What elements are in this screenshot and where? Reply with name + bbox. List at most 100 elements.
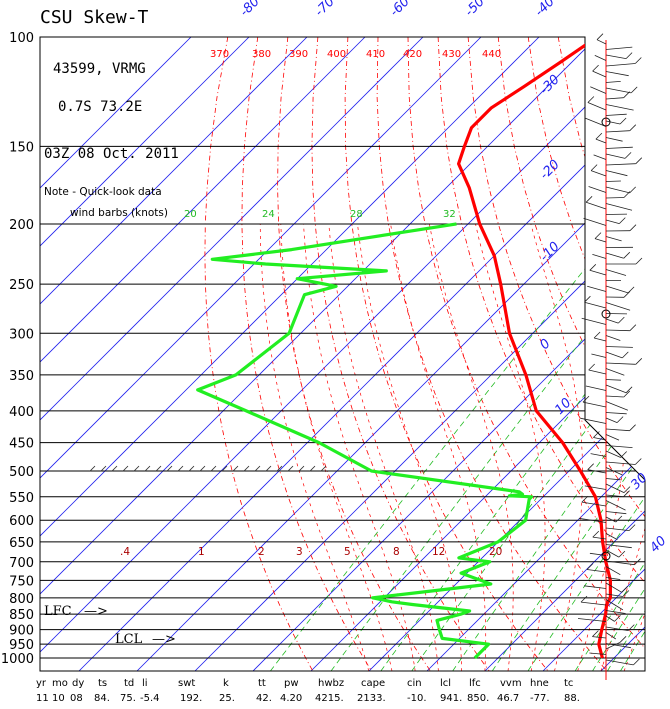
dry-adiabat-line	[407, 37, 645, 671]
wet-bulb-label: .4	[120, 546, 130, 558]
wind-barb	[605, 71, 629, 77]
wind-barb	[605, 87, 632, 94]
index-header: lfc	[469, 678, 481, 689]
index-header: yr	[36, 678, 47, 689]
index-value: 941.	[440, 693, 462, 704]
wind-barb	[581, 501, 607, 507]
moist-adiabat-line	[357, 223, 462, 671]
pressure-tick-label: 350	[9, 369, 34, 384]
pressure-tick-label: 900	[9, 624, 34, 639]
wet-bulb-label: 20	[489, 546, 502, 558]
pressure-tick-label: 150	[9, 140, 34, 155]
wind-barb	[605, 170, 628, 177]
pressure-tick-label: 850	[9, 608, 34, 623]
wind-barb-feather	[595, 132, 603, 140]
mixing-ratio-label: 28	[350, 209, 363, 220]
index-value: 10	[52, 693, 65, 704]
dash-mark	[177, 465, 184, 472]
index-value: 4215.	[315, 693, 344, 704]
wind-barb-feather	[589, 264, 597, 271]
wind-barb-feather	[633, 658, 640, 666]
dash-mark	[133, 465, 140, 472]
dash-mark	[100, 465, 107, 472]
wet-bulb-label: 12	[432, 546, 445, 558]
mixing-ratio-label: 20	[184, 209, 197, 220]
dash-mark	[298, 465, 305, 472]
wind-barb	[605, 137, 623, 142]
wind-barb	[580, 417, 607, 424]
index-value: 11	[36, 693, 49, 704]
wind-barb	[605, 533, 618, 540]
calm-wind-circle	[601, 117, 611, 127]
wind-barb	[605, 351, 623, 359]
mixing-ratio-label: 32	[443, 209, 456, 220]
wind-barb	[605, 54, 627, 59]
dry-adiabat-label: 380	[252, 49, 271, 60]
dash-mark	[89, 465, 96, 472]
wind-barb	[580, 601, 607, 606]
wind-barb-feather	[614, 615, 621, 622]
wet-bulb-label: 8	[393, 546, 400, 558]
wind-barb	[605, 113, 627, 116]
dash-mark	[122, 465, 129, 472]
moist-adiabat-line	[259, 223, 370, 671]
dash-mark	[232, 465, 239, 472]
pressure-tick-label: 200	[9, 218, 34, 233]
wind-barb	[605, 516, 617, 523]
wind-barb	[605, 335, 621, 341]
wind-barb	[588, 369, 607, 375]
index-value: 192.	[180, 693, 202, 704]
wind-barb-feather	[625, 386, 633, 394]
dry-adiabat-labels: 370 380 390 400 410 420 430 440	[210, 49, 501, 60]
wind-barb	[605, 461, 636, 465]
wind-barb-feather	[587, 463, 594, 470]
dry-adiabat-line	[587, 37, 645, 671]
wind-barb	[605, 180, 621, 182]
dash-mark	[166, 465, 173, 472]
pressure-tick-label: 600	[9, 514, 34, 529]
dash-mark	[309, 465, 316, 472]
index-value: 2133.	[357, 693, 386, 704]
lfc-marker-arrow: —>	[84, 604, 108, 619]
isotherm-line	[455, 37, 645, 671]
moist-adiabat-line	[475, 223, 546, 671]
wind-barb	[581, 317, 607, 325]
pressure-tick-label: 100	[9, 31, 34, 46]
isotherm-line	[165, 37, 645, 671]
note-line-1: Note - Quick-look data	[44, 186, 162, 198]
index-header: cin	[407, 678, 422, 689]
index-header: lcl	[440, 678, 451, 689]
wind-barb	[605, 384, 627, 394]
wind-barb-feather	[593, 431, 600, 438]
isotherm-line	[40, 37, 209, 671]
wind-barb	[605, 599, 624, 611]
wind-barb-feather	[584, 295, 591, 303]
wind-barb	[587, 469, 607, 474]
index-value: 84.	[94, 693, 110, 704]
pressure-tick-label: 400	[9, 405, 34, 420]
wind-barb-feather	[619, 217, 626, 224]
isotherm-label: -50	[462, 0, 488, 20]
isotherm-line	[40, 37, 325, 671]
wet-bulb-label: 5	[344, 546, 351, 558]
dash-mark	[111, 465, 118, 472]
isotherm-label: -60	[387, 0, 413, 20]
dry-adiabat-line	[277, 37, 431, 671]
wet-bulb-label: 2	[258, 546, 265, 558]
wind-barb	[605, 494, 624, 498]
wind-barb-feather	[619, 636, 627, 643]
mixing-ratio-line	[606, 223, 645, 671]
wind-barb	[605, 104, 634, 111]
note-line-2: wind barbs (knots)	[70, 207, 168, 219]
wind-barb	[583, 217, 607, 226]
wind-barb	[605, 626, 629, 631]
wind-barb-feather	[616, 416, 624, 423]
wind-barb-feather	[618, 550, 626, 558]
wind-barb	[605, 269, 627, 276]
wind-barb-feather	[635, 57, 642, 64]
station-location: 0.7S 73.2E	[58, 99, 142, 115]
pressure-tick-label: 750	[9, 574, 34, 589]
wind-barb	[605, 153, 626, 159]
wind-barb-feather	[592, 64, 599, 72]
wind-barb-feather	[629, 186, 636, 194]
